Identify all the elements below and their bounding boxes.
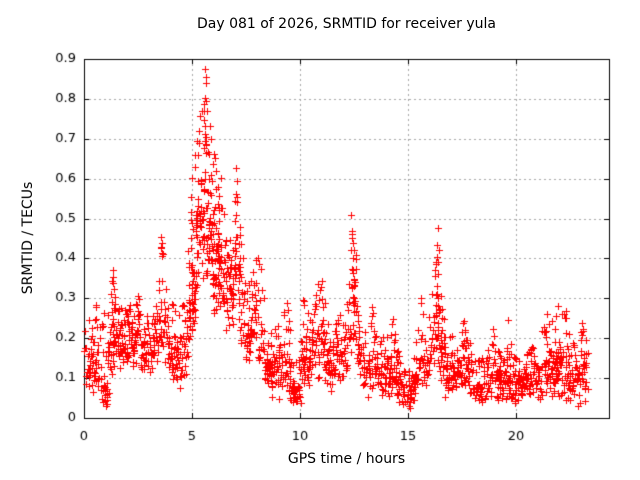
x-axis-label: GPS time / hours [287,451,406,467]
chart-title: Day 081 of 2026, SRMTID for receiver yul… [196,16,497,32]
y-axis-label: SRMTID / TECUs [20,181,36,295]
